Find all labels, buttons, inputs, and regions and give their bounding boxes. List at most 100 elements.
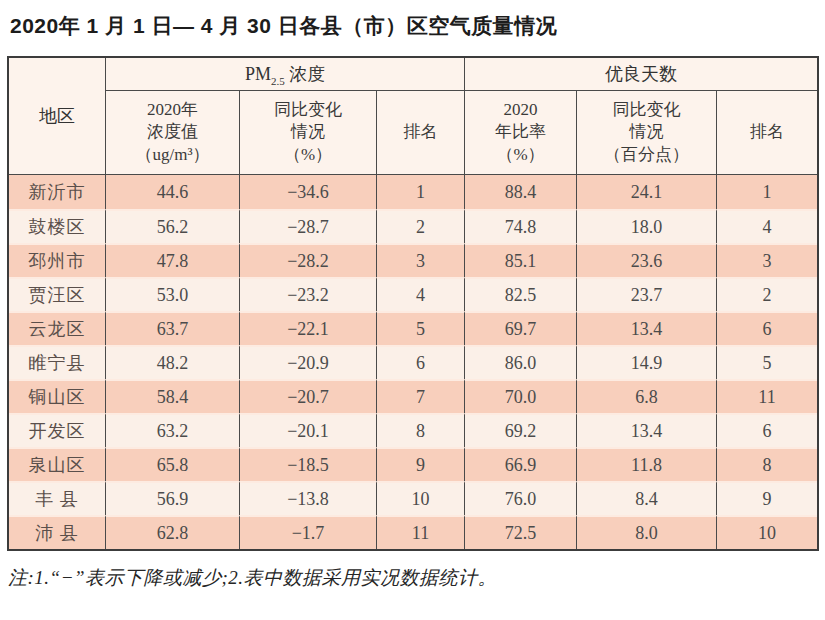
table-row: 丰 县 56.9 −13.8 10 76.0 8.4 9 [9, 481, 817, 515]
region-cell: 邳州市 [9, 243, 105, 277]
table-row: 贾汪区 53.0 −23.2 4 82.5 23.7 2 [9, 277, 817, 311]
days-change-cell: 23.7 [576, 277, 716, 311]
days-change-cell: 6.8 [576, 379, 716, 413]
air-quality-table: 地区 PM2.5 浓度 优良天数 2020年 浓度值 （ug/m³） 同比变化 … [7, 56, 819, 551]
region-cell: 铜山区 [9, 379, 105, 413]
header-days-rate: 2020 年比率 （%） [464, 91, 576, 175]
pm-value-cell: 47.8 [105, 243, 239, 277]
header-days-rank: 排名 [716, 91, 817, 175]
days-rank-cell: 11 [716, 379, 817, 413]
days-change-cell: 24.1 [576, 175, 716, 209]
days-change-cell: 8.0 [576, 515, 716, 549]
days-rank-cell: 10 [716, 515, 817, 549]
pm25-label-subscript: 2.5 [271, 74, 285, 86]
pm-value-cell: 63.7 [105, 311, 239, 345]
days-rank-cell: 3 [716, 243, 817, 277]
pm-rank-cell: 5 [376, 311, 464, 345]
days-change-cell: 14.9 [576, 345, 716, 379]
pm-value-cell: 58.4 [105, 379, 239, 413]
pm-value-cell: 56.9 [105, 481, 239, 515]
days-rate-cell: 88.4 [464, 175, 576, 209]
region-cell: 新沂市 [9, 175, 105, 209]
pm-value-cell: 48.2 [105, 345, 239, 379]
pm-rank-cell: 11 [376, 515, 464, 549]
days-rate-cell: 85.1 [464, 243, 576, 277]
pm-rank-cell: 4 [376, 277, 464, 311]
days-rate-cell: 69.7 [464, 311, 576, 345]
header-group-pm25: PM2.5 浓度 [105, 58, 464, 91]
days-change-cell: 23.6 [576, 243, 716, 277]
pm-rank-cell: 3 [376, 243, 464, 277]
days-rate-cell: 70.0 [464, 379, 576, 413]
footnote: 注:1.“−”表示下降或减少;2.表中数据采用实况数据统计。 [8, 565, 825, 591]
pm-value-cell: 63.2 [105, 413, 239, 447]
days-rate-cell: 86.0 [464, 345, 576, 379]
pm-rank-cell: 2 [376, 209, 464, 243]
header-group-good-days: 优良天数 [464, 58, 817, 91]
header-pm-rank: 排名 [376, 91, 464, 175]
pm25-label-suffix: 浓度 [285, 64, 326, 84]
pm-change-cell: −28.7 [239, 209, 376, 243]
pm-rank-cell: 7 [376, 379, 464, 413]
region-cell: 云龙区 [9, 311, 105, 345]
pm-change-cell: −22.1 [239, 311, 376, 345]
pm-change-cell: −18.5 [239, 447, 376, 481]
table-row: 新沂市 44.6 −34.6 1 88.4 24.1 1 [9, 175, 817, 209]
pm-change-cell: −20.9 [239, 345, 376, 379]
days-rate-cell: 69.2 [464, 413, 576, 447]
pm-value-cell: 65.8 [105, 447, 239, 481]
days-change-cell: 11.8 [576, 447, 716, 481]
days-change-cell: 18.0 [576, 209, 716, 243]
pm-rank-cell: 1 [376, 175, 464, 209]
pm-change-cell: −34.6 [239, 175, 376, 209]
days-change-cell: 13.4 [576, 413, 716, 447]
pm-rank-cell: 9 [376, 447, 464, 481]
days-rate-cell: 74.8 [464, 209, 576, 243]
pm-change-cell: −23.2 [239, 277, 376, 311]
pm-change-cell: −1.7 [239, 515, 376, 549]
table-row: 铜山区 58.4 −20.7 7 70.0 6.8 11 [9, 379, 817, 413]
days-rank-cell: 6 [716, 311, 817, 345]
pm-value-cell: 53.0 [105, 277, 239, 311]
table-row: 云龙区 63.7 −22.1 5 69.7 13.4 6 [9, 311, 817, 345]
days-rate-cell: 72.5 [464, 515, 576, 549]
region-cell: 丰 县 [9, 481, 105, 515]
pm-value-cell: 56.2 [105, 209, 239, 243]
days-rank-cell: 4 [716, 209, 817, 243]
pm-rank-cell: 6 [376, 345, 464, 379]
header-pm-value: 2020年 浓度值 （ug/m³） [105, 91, 239, 175]
pm-rank-cell: 8 [376, 413, 464, 447]
page-title: 2020年 1 月 1 日— 4 月 30 日各县（市）区空气质量情况 [0, 0, 825, 40]
table-body: 新沂市 44.6 −34.6 1 88.4 24.1 1 鼓楼区 56.2 −2… [9, 175, 817, 549]
header-subhead-row: 2020年 浓度值 （ug/m³） 同比变化 情况 （%） 排名 2020 年比… [9, 91, 817, 175]
table-row: 开发区 63.2 −20.1 8 69.2 13.4 6 [9, 413, 817, 447]
pm-value-cell: 44.6 [105, 175, 239, 209]
days-rank-cell: 9 [716, 481, 817, 515]
page: 2020年 1 月 1 日— 4 月 30 日各县（市）区空气质量情况 地区 P… [0, 0, 825, 620]
days-rank-cell: 2 [716, 277, 817, 311]
region-cell: 睢宁县 [9, 345, 105, 379]
table-row: 邳州市 47.8 −28.2 3 85.1 23.6 3 [9, 243, 817, 277]
region-cell: 沛 县 [9, 515, 105, 549]
pm-change-cell: −20.1 [239, 413, 376, 447]
days-change-cell: 8.4 [576, 481, 716, 515]
days-rank-cell: 6 [716, 413, 817, 447]
region-cell: 开发区 [9, 413, 105, 447]
header-region: 地区 [9, 58, 105, 175]
header-days-change: 同比变化 情况 （百分点） [576, 91, 716, 175]
pm-rank-cell: 10 [376, 481, 464, 515]
region-cell: 泉山区 [9, 447, 105, 481]
days-rate-cell: 66.9 [464, 447, 576, 481]
region-cell: 贾汪区 [9, 277, 105, 311]
table-row: 泉山区 65.8 −18.5 9 66.9 11.8 8 [9, 447, 817, 481]
days-rate-cell: 76.0 [464, 481, 576, 515]
region-cell: 鼓楼区 [9, 209, 105, 243]
pm25-label-prefix: PM [245, 64, 271, 84]
table-header: 地区 PM2.5 浓度 优良天数 2020年 浓度值 （ug/m³） 同比变化 … [9, 58, 817, 175]
pm-change-cell: −20.7 [239, 379, 376, 413]
days-change-cell: 13.4 [576, 311, 716, 345]
pm-change-cell: −28.2 [239, 243, 376, 277]
header-group-row: 地区 PM2.5 浓度 优良天数 [9, 58, 817, 91]
days-rate-cell: 82.5 [464, 277, 576, 311]
days-rank-cell: 8 [716, 447, 817, 481]
